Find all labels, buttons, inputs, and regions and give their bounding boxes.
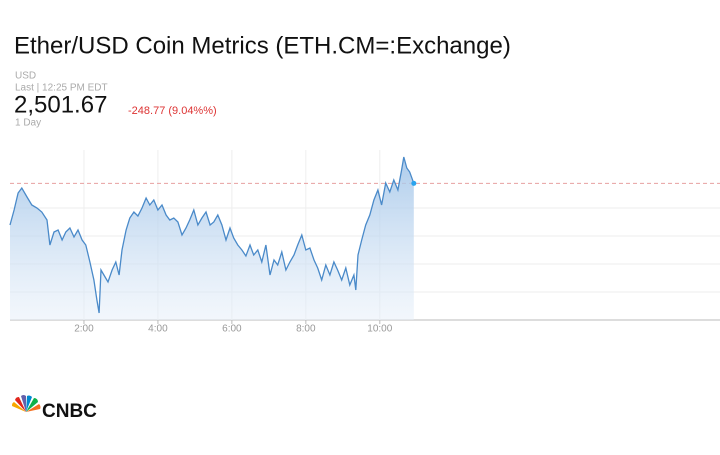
x-tick-label: 8:00 <box>296 324 316 335</box>
x-tick-label: 6:00 <box>222 324 242 335</box>
x-tick-label: 10:00 <box>367 324 392 335</box>
currency: USD <box>15 71 36 82</box>
price-change: -248.77 (9.04%%) <box>128 105 217 117</box>
x-tick-label: 2:00 <box>74 324 94 335</box>
line <box>9 156 415 314</box>
last-label: Last | 12:25 PM EDT <box>15 83 108 94</box>
period: 1 Day <box>15 118 41 129</box>
chart-title: Ether/USD Coin Metrics (ETH.CM=:Exchange… <box>14 32 511 59</box>
last-point <box>411 180 417 186</box>
logo: CNBC <box>11 395 97 422</box>
logo-text: CNBC <box>42 401 97 422</box>
x-tick-label: 4:00 <box>148 324 168 335</box>
area <box>10 157 414 320</box>
last-price: 2,501.67 <box>14 91 107 118</box>
